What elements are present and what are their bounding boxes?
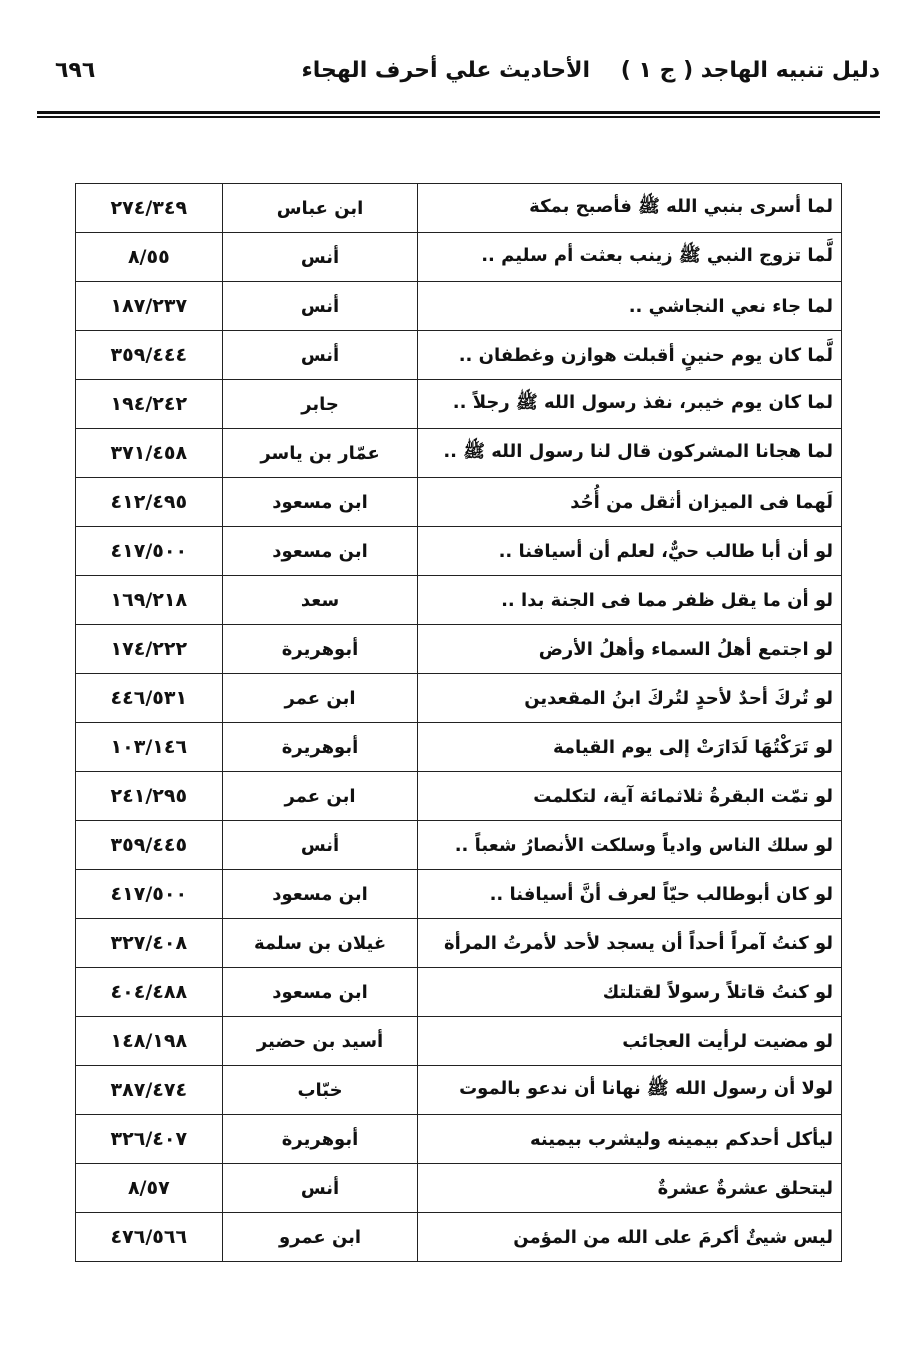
reference: ٢٤١/٢٩٥ <box>75 771 223 821</box>
table-row: لما هجانا المشركون قال لنا رسول الله ﷺ .… <box>75 428 842 478</box>
narrator: أبوهريرة <box>221 722 419 772</box>
header-rule-thin <box>37 116 880 118</box>
hadith-text: لو كان أبوطالب حيّاً لعرف أنَّ أسيافنا .… <box>417 869 842 919</box>
reference: ٣٢٧/٤٠٨ <box>75 918 223 968</box>
section-title: الأحاديث علي أحرف الهجاء <box>301 58 590 83</box>
hadith-text: لَهما فى الميزان أثقل من أُحُد <box>417 477 842 527</box>
reference: ٤٤٦/٥٣١ <box>75 673 223 723</box>
table-row: لَّما تزوج النبي ﷺ زينب بعثت أم سليم .. أ… <box>75 232 842 282</box>
hadith-text: لو كنتُ قاتلاً رسولاً لقتلتك <box>417 967 842 1017</box>
narrator: أنس <box>221 281 419 331</box>
hadith-text: لو تمّت البقرةُ ثلاثمائة آية، لتكلمت <box>417 771 842 821</box>
reference: ٨/٥٧ <box>75 1163 223 1213</box>
reference: ٤٠٤/٤٨٨ <box>75 967 223 1017</box>
narrator: أبوهريرة <box>221 1114 419 1164</box>
page-number: ٦٩٦ <box>55 58 96 83</box>
hadith-text: ليتحلق عشرةٌ عشرةٌ <box>417 1163 842 1213</box>
hadith-text: لو أن ما يقل ظفر مما فى الجنة بدا .. <box>417 575 842 625</box>
narrator: أنس <box>221 330 419 380</box>
narrator: أنس <box>221 820 419 870</box>
reference: ١٨٧/٢٣٧ <box>75 281 223 331</box>
reference: ١٩٤/٢٤٢ <box>75 379 223 429</box>
narrator: ابن عمر <box>221 771 419 821</box>
reference: ٤١٧/٥٠٠ <box>75 869 223 919</box>
narrator: غيلان بن سلمة <box>221 918 419 968</box>
table-row: لَّما كان يوم حنينٍ أقبلت هوازن وغطفان .… <box>75 330 842 380</box>
reference: ١٧٤/٢٢٢ <box>75 624 223 674</box>
reference: ٣٧١/٤٥٨ <box>75 428 223 478</box>
narrator: ابن مسعود <box>221 477 419 527</box>
hadith-text: لو مضيت لرأيت العجائب <box>417 1016 842 1066</box>
hadith-text: لما كان يوم خيبر، نفذ رسول الله ﷺ رجلاً … <box>417 379 842 429</box>
table-row: ليأكل أحدكم بيمينه وليشرب بيمينه أبوهريرة… <box>75 1114 842 1164</box>
narrator: ابن عباس <box>221 183 419 233</box>
hadith-text: لو أن أبا طالب حيٌّ، لعلم أن أسيافنا .. <box>417 526 842 576</box>
header-rule <box>37 111 880 114</box>
table-row: لما جاء نعي النجاشي .. أنس ١٨٧/٢٣٧ <box>75 281 842 331</box>
table-row: لو تَرَكْتُهَا لَدَارَتْ إلى يوم القيامة… <box>75 722 842 772</box>
table-row: ليتحلق عشرةٌ عشرةٌ أنس ٨/٥٧ <box>75 1163 842 1213</box>
narrator: أسيد بن حضير <box>221 1016 419 1066</box>
hadith-text: لَّما كان يوم حنينٍ أقبلت هوازن وغطفان .… <box>417 330 842 380</box>
table-row: لو تمّت البقرةُ ثلاثمائة آية، لتكلمت ابن … <box>75 771 842 821</box>
narrator: أبوهريرة <box>221 624 419 674</box>
table-row: لولا أن رسول الله ﷺ نهانا أن ندعو بالموت… <box>75 1065 842 1115</box>
table-row: ليس شيئٌ أكرمَ على الله من المؤمن ابن عمر… <box>75 1212 842 1262</box>
table-row: لو مضيت لرأيت العجائب أسيد بن حضير ١٤٨/١٩٨ <box>75 1016 842 1066</box>
narrator: ابن مسعود <box>221 967 419 1017</box>
narrator: سعد <box>221 575 419 625</box>
hadith-text: لما هجانا المشركون قال لنا رسول الله ﷺ .… <box>417 428 842 478</box>
narrator: خبّاب <box>221 1065 419 1115</box>
page-header: دليل تنبيه الهاجد ( ج ١ ) الأحاديث علي أ… <box>37 58 880 98</box>
narrator: عمّار بن ياسر <box>221 428 419 478</box>
table-row: لو كان أبوطالب حيّاً لعرف أنَّ أسيافنا .… <box>75 869 842 919</box>
reference: ١٦٩/٢١٨ <box>75 575 223 625</box>
hadith-text: لولا أن رسول الله ﷺ نهانا أن ندعو بالموت <box>417 1065 842 1115</box>
hadith-text: لو تَرَكْتُهَا لَدَارَتْ إلى يوم القيامة <box>417 722 842 772</box>
narrator: أنس <box>221 1163 419 1213</box>
hadith-text: لو سلك الناس وادياً وسلكت الأنصارُ شعباً… <box>417 820 842 870</box>
hadith-index-table: لما أسرى بنبي الله ﷺ فأصبح بمكة ابن عباس ٢… <box>75 183 842 1262</box>
reference: ١٠٣/١٤٦ <box>75 722 223 772</box>
hadith-text: لما جاء نعي النجاشي .. <box>417 281 842 331</box>
book-title: دليل تنبيه الهاجد ( ج ١ ) <box>620 58 880 83</box>
narrator: ابن عمر <box>221 673 419 723</box>
hadith-text: لو اجتمع أهلُ السماء وأهلُ الأرض <box>417 624 842 674</box>
narrator: ابن عمرو <box>221 1212 419 1262</box>
hadith-text: لو تُركَ أحدٌ لأحدٍ لتُركَ ابنُ المقعدين <box>417 673 842 723</box>
table-row: لو أن ما يقل ظفر مما فى الجنة بدا .. سعد ١… <box>75 575 842 625</box>
reference: ٤٧٦/٥٦٦ <box>75 1212 223 1262</box>
reference: ٣٨٧/٤٧٤ <box>75 1065 223 1115</box>
reference: ٤١٢/٤٩٥ <box>75 477 223 527</box>
hadith-text: لما أسرى بنبي الله ﷺ فأصبح بمكة <box>417 183 842 233</box>
narrator: ابن مسعود <box>221 526 419 576</box>
hadith-text: ليأكل أحدكم بيمينه وليشرب بيمينه <box>417 1114 842 1164</box>
narrator: أنس <box>221 232 419 282</box>
table-row: لَهما فى الميزان أثقل من أُحُد ابن مسعود ٤… <box>75 477 842 527</box>
reference: ٤١٧/٥٠٠ <box>75 526 223 576</box>
reference: ٣٢٦/٤٠٧ <box>75 1114 223 1164</box>
table-row: لو أن أبا طالب حيٌّ، لعلم أن أسيافنا .. ا… <box>75 526 842 576</box>
reference: ٨/٥٥ <box>75 232 223 282</box>
narrator: ابن مسعود <box>221 869 419 919</box>
table-row: لو كنتُ قاتلاً رسولاً لقتلتك ابن مسعود ٤٠٤… <box>75 967 842 1017</box>
narrator: جابر <box>221 379 419 429</box>
reference: ٣٥٩/٤٤٥ <box>75 820 223 870</box>
reference: ١٤٨/١٩٨ <box>75 1016 223 1066</box>
table-row: لو سلك الناس وادياً وسلكت الأنصارُ شعباً… <box>75 820 842 870</box>
reference: ٣٥٩/٤٤٤ <box>75 330 223 380</box>
hadith-text: ليس شيئٌ أكرمَ على الله من المؤمن <box>417 1212 842 1262</box>
reference: ٢٧٤/٣٤٩ <box>75 183 223 233</box>
table-row: لو كنتُ آمراً أحداً أن يسجد لأحد لأمرتُ … <box>75 918 842 968</box>
table-row: لما كان يوم خيبر، نفذ رسول الله ﷺ رجلاً … <box>75 379 842 429</box>
hadith-text: لَّما تزوج النبي ﷺ زينب بعثت أم سليم .. <box>417 232 842 282</box>
table-row: لو اجتمع أهلُ السماء وأهلُ الأرض أبوهريرة… <box>75 624 842 674</box>
hadith-text: لو كنتُ آمراً أحداً أن يسجد لأحد لأمرتُ … <box>417 918 842 968</box>
table-row: لو تُركَ أحدٌ لأحدٍ لتُركَ ابنُ المقعدين… <box>75 673 842 723</box>
table-row: لما أسرى بنبي الله ﷺ فأصبح بمكة ابن عباس ٢… <box>75 183 842 233</box>
